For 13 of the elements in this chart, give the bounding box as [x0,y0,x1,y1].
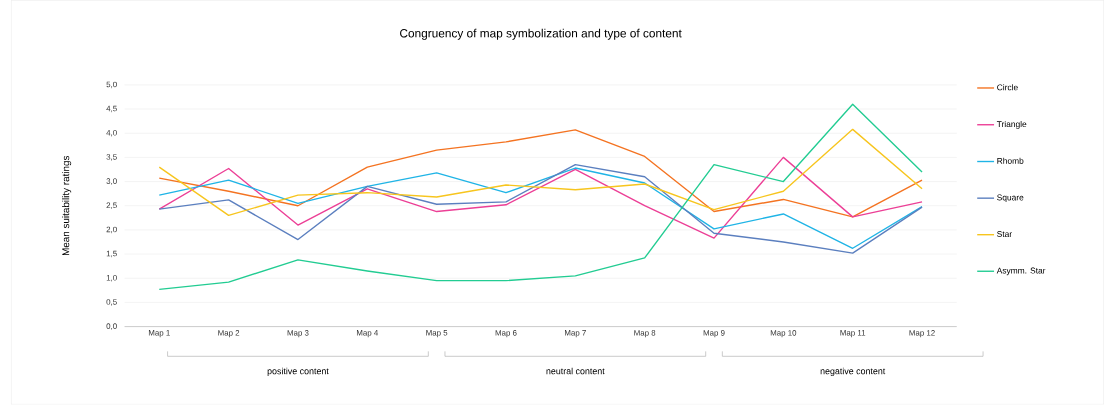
line-series [158,103,923,291]
line-series [158,156,923,240]
legend-label: Star [997,231,1012,238]
legend-label: Circle [997,84,1018,91]
legend-label: Square [997,194,1024,203]
y-axis-title: Mean suitability ratings [61,156,72,256]
legend-label: Triangle [996,121,1027,129]
legend-label: Rhomb [997,157,1024,165]
text: neutral content [546,367,605,375]
text: negative content [820,367,886,377]
chart-title: Congruency of map symbolization and type of content [400,29,682,41]
text: positive content [267,367,329,377]
legend-label: Asymm. Star [996,267,1046,276]
